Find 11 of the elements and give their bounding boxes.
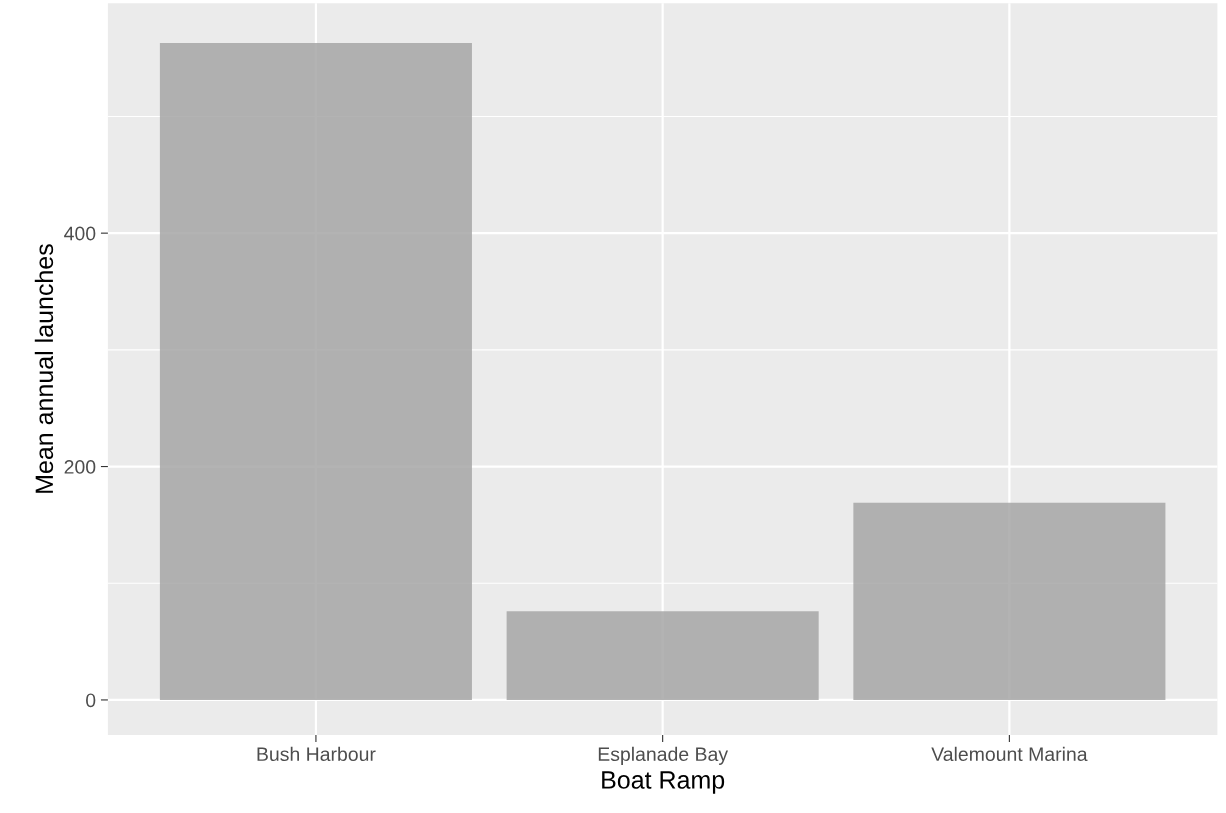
y-axis-title: Mean annual launches — [34, 244, 54, 493]
y-tick-label: 400 — [64, 226, 96, 241]
y-tick-label: 0 — [86, 693, 96, 708]
bar — [506, 611, 819, 700]
y-tick-label: 200 — [64, 460, 96, 474]
bar — [159, 42, 472, 700]
x-tick-label: Esplanade Bay — [598, 746, 729, 765]
x-tick-label: Valemount Marina — [931, 746, 1088, 762]
x-axis-title: Boat Ramp — [602, 771, 725, 794]
x-tick-label: Bush Harbour — [257, 746, 376, 762]
bar — [853, 502, 1166, 700]
